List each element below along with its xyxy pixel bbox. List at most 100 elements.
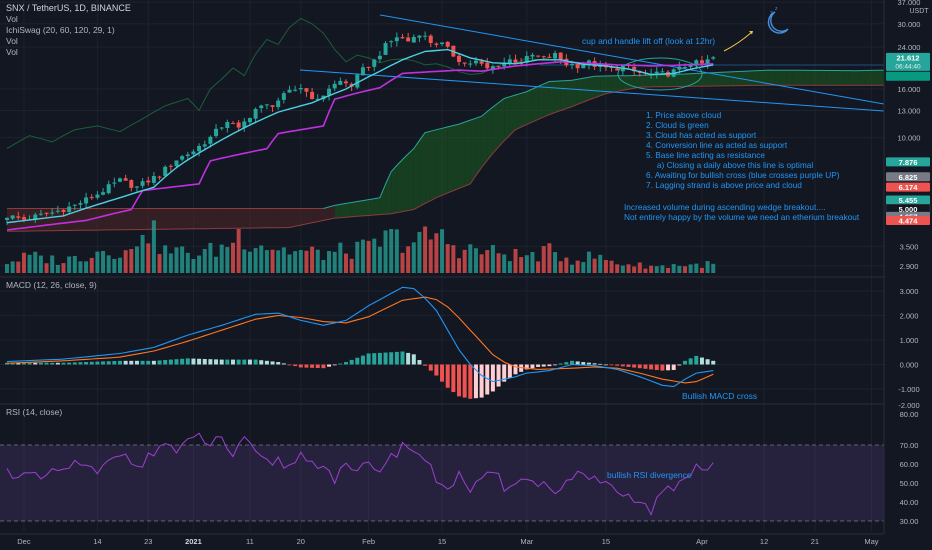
time-tick-label: Dec	[17, 537, 31, 546]
checklist-line: 6. Awaiting for bullish cross (blue cros…	[646, 170, 840, 180]
volume-bar	[688, 264, 693, 273]
rsi-title[interactable]: RSI (14, close)	[6, 407, 62, 417]
volume-bar	[411, 242, 416, 273]
cloud-segment	[12, 208, 19, 232]
cloud-segment	[831, 70, 838, 86]
candle-body	[677, 66, 682, 70]
price-badge	[886, 52, 930, 71]
volume-bar	[711, 263, 716, 273]
cloud-segment	[176, 208, 183, 230]
candle-body	[259, 105, 264, 109]
time-tick-label: 11	[246, 537, 254, 546]
macd-histogram-bar	[157, 360, 162, 365]
macd-histogram-bar	[236, 359, 241, 365]
cloud-segment	[312, 208, 318, 223]
upper-trendline	[379, 14, 885, 105]
macd-histogram-bar	[513, 364, 518, 375]
cloud-segment	[193, 208, 200, 229]
candle-body	[38, 213, 43, 215]
cloud-segment	[532, 86, 539, 122]
macd-histogram-bar	[615, 364, 620, 366]
axis-background	[884, 0, 932, 550]
candle-body	[558, 52, 563, 60]
candle-body	[372, 59, 377, 67]
cloud-segment	[142, 208, 149, 230]
cloud-segment	[526, 89, 533, 125]
cloud-segment	[470, 118, 476, 184]
price-tick-label: 3.500	[900, 242, 919, 251]
indicator-vol-2[interactable]: Vol	[6, 36, 18, 46]
macd-histogram-bar	[146, 360, 151, 365]
volume-bar	[643, 268, 648, 273]
cloud-segment	[442, 126, 448, 196]
candle-body	[699, 60, 704, 64]
macd-histogram-bar	[197, 358, 202, 365]
macd-histogram-bar	[694, 355, 699, 365]
cloud-segment	[741, 71, 748, 86]
indicator-vol[interactable]: Vol	[6, 14, 18, 24]
candle-body	[711, 57, 716, 59]
cloud-segment	[283, 208, 290, 228]
cloud-segment	[543, 81, 550, 117]
macd-histogram-bar	[603, 364, 608, 366]
candle-body	[327, 88, 332, 96]
macd-histogram-bar	[671, 364, 676, 371]
volume-bar	[389, 228, 394, 273]
cloud-segment	[820, 70, 827, 86]
macd-histogram-bar	[270, 361, 275, 365]
macd-histogram-bar	[666, 364, 671, 371]
macd-tick-label: 2.000	[900, 312, 919, 321]
candle-body	[140, 181, 145, 186]
macd-title[interactable]: MACD (12, 26, close, 9)	[6, 280, 97, 290]
price-badge	[886, 157, 930, 167]
cloud-segment	[346, 202, 352, 218]
macd-histogram-bar	[163, 360, 168, 365]
cloud-segment	[611, 75, 618, 93]
macd-histogram-bar	[524, 364, 529, 370]
cloud-segment	[459, 122, 465, 189]
base-line	[6, 60, 714, 231]
cloud-segment	[752, 70, 759, 86]
candle-body	[214, 128, 219, 137]
cloud-segment	[74, 208, 81, 231]
candle-body	[287, 89, 292, 93]
macd-histogram-bar	[16, 362, 21, 365]
cloud-segment	[475, 116, 482, 176]
cloud-segment	[775, 70, 782, 86]
candle-body	[406, 37, 411, 42]
cloud-segment	[199, 208, 205, 229]
volume-bar	[304, 250, 309, 273]
candle-body	[575, 64, 580, 69]
cloud-segment	[713, 72, 719, 87]
candle-body	[586, 60, 591, 65]
volume-bar	[468, 244, 473, 273]
cloud-segment	[577, 78, 584, 105]
rsi-tick-label: 50.00	[900, 479, 919, 488]
symbol-title[interactable]: SNX / TetherUS, 1D, BINANCE	[6, 3, 131, 13]
indicator-ichiswag[interactable]: IchiSwag (20, 60, 120, 29, 1)	[6, 25, 115, 35]
candle-body	[581, 64, 586, 69]
cloud-segment	[379, 183, 386, 215]
price-badge-countdown: 06:44:40	[895, 63, 921, 70]
candle-body	[174, 160, 179, 167]
macd-histogram-bar	[106, 361, 111, 365]
macd-histogram-bar	[191, 358, 196, 365]
candle-body	[536, 55, 541, 57]
volume-bar	[33, 251, 38, 273]
candle-body	[298, 88, 303, 90]
legend: SNX / TetherUS, 1D, BINANCE Vol IchiSwag…	[6, 3, 131, 417]
indicator-vol-3[interactable]: Vol	[6, 47, 18, 57]
cloud-segment	[340, 203, 346, 218]
volume-bar	[609, 260, 614, 273]
volume-note-line: Not entirely happy by the volume we need…	[624, 212, 860, 222]
checklist-annotation: 1. Price above cloud 2. Cloud is green 3…	[646, 110, 840, 190]
volume-bar	[462, 249, 467, 273]
price-badge-label: 7.876	[899, 158, 918, 167]
time-tick-label: 15	[438, 537, 446, 546]
volume-bar	[694, 263, 699, 273]
volume-bar	[247, 251, 252, 273]
cloud-segment	[182, 208, 188, 229]
macd-histogram-bar	[151, 360, 156, 365]
time-tick-label: 15	[602, 537, 610, 546]
